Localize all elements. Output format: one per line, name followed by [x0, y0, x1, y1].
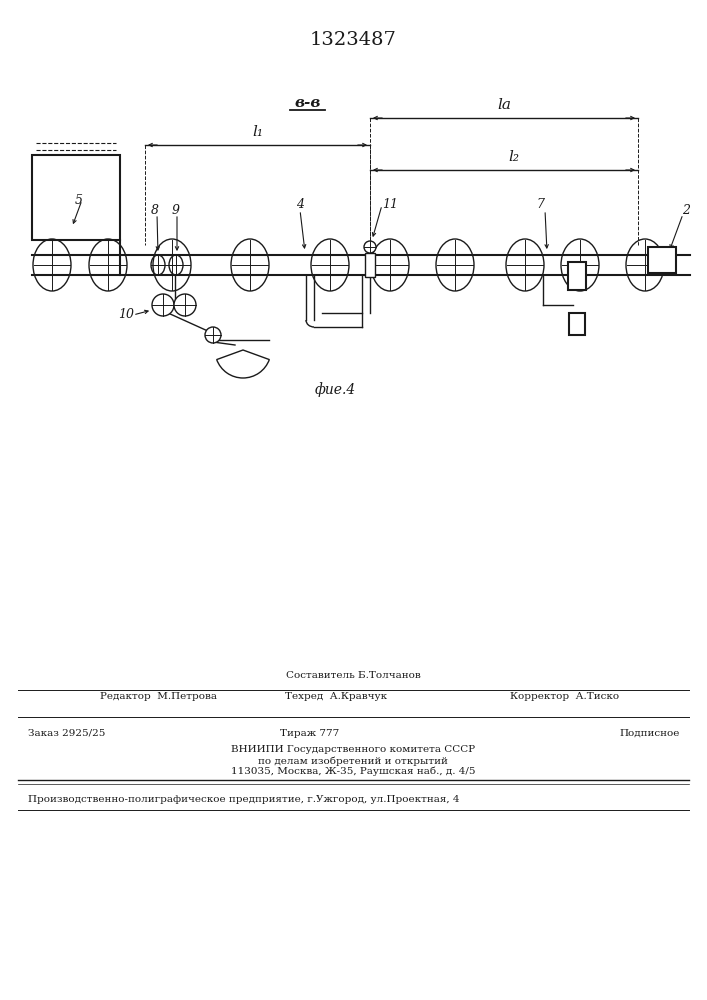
Text: 5: 5 [75, 194, 83, 207]
Bar [365, 253, 375, 277]
Circle shape [364, 241, 376, 253]
Text: 7: 7 [536, 198, 544, 212]
Text: 10: 10 [118, 308, 134, 322]
Circle shape [174, 294, 196, 316]
Text: 9: 9 [172, 204, 180, 217]
Text: Тираж 777: Тираж 777 [281, 729, 339, 738]
Text: 113035, Москва, Ж-35, Раушская наб., д. 4/5: 113035, Москва, Ж-35, Раушская наб., д. … [230, 767, 475, 776]
Text: Редактор  М.Петрова: Редактор М.Петрова [100, 692, 217, 701]
Text: 1323487: 1323487 [310, 31, 397, 49]
Text: 4: 4 [296, 198, 304, 212]
Text: 11: 11 [382, 198, 398, 212]
Text: в-в: в-в [295, 96, 321, 110]
Text: по делам изобретений и открытий: по делам изобретений и открытий [258, 756, 448, 766]
Text: Заказ 2925/25: Заказ 2925/25 [28, 729, 105, 738]
Text: Производственно-полиграфическое предприятие, г.Ужгород, ул.Проектная, 4: Производственно-полиграфическое предприя… [28, 795, 460, 804]
Text: Составитель Б.Толчанов: Составитель Б.Толчанов [286, 670, 421, 680]
Bar [648, 247, 676, 273]
Text: l₂: l₂ [508, 150, 520, 164]
Text: lа: lа [497, 98, 511, 112]
Text: ВНИИПИ Государственного комитета СССР: ВНИИПИ Государственного комитета СССР [231, 745, 475, 754]
Circle shape [152, 294, 174, 316]
Circle shape [205, 327, 221, 343]
Text: Корректор  А.Тиско: Корректор А.Тиско [510, 692, 619, 701]
Bar [32, 155, 120, 240]
Bar [569, 313, 585, 335]
Text: фие.4: фие.4 [315, 383, 356, 397]
Text: 8: 8 [151, 204, 159, 217]
Bar [568, 262, 586, 290]
Text: l₁: l₁ [252, 125, 263, 139]
Text: 2: 2 [682, 204, 690, 217]
Text: Техред  А.Кравчук: Техред А.Кравчук [285, 692, 387, 701]
Text: Подписное: Подписное [620, 729, 680, 738]
